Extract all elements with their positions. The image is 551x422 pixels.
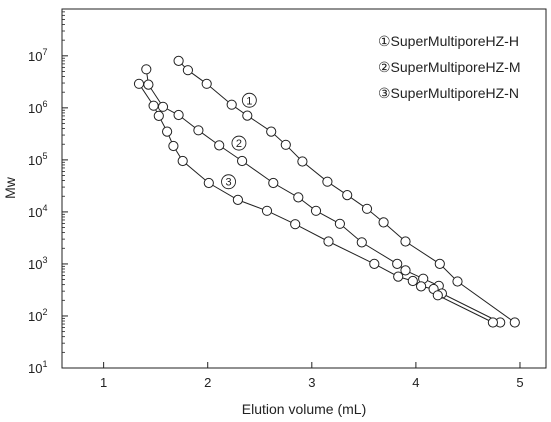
data-point [268, 177, 279, 189]
y-tick-label: 102 [28, 307, 47, 324]
y-tick-label: 103 [28, 255, 47, 272]
data-point [226, 99, 237, 110]
y-tick-label: 106 [28, 99, 47, 116]
data-point [266, 126, 277, 137]
legend-entry-2: ②SuperMultiporeHZ-M [378, 59, 520, 75]
legend-entry-3: ③SuperMultiporeHZ-N [378, 85, 519, 101]
x-tick-label: 3 [308, 375, 315, 390]
series-line-1 [178, 60, 516, 323]
data-point [290, 219, 301, 230]
data-point [201, 78, 212, 89]
legend: ①SuperMultiporeHZ-H ②SuperMultiporeHZ-M ③S… [378, 33, 520, 101]
data-point [133, 78, 145, 89]
data-point [214, 140, 225, 151]
data-point [334, 218, 345, 229]
data-point [242, 110, 253, 121]
x-tick-label: 2 [204, 375, 211, 390]
x-axis-label: Elution volume (mL) [242, 401, 367, 417]
data-point [232, 194, 243, 205]
y-axis-label: Mw [2, 176, 18, 199]
data-point [416, 281, 427, 292]
data-point [203, 177, 214, 189]
data-point [432, 290, 443, 301]
y-tick-label: 105 [28, 151, 47, 168]
y-axis: 101 102 103 104 105 106 107 [28, 11, 68, 376]
data-point [322, 176, 333, 187]
series-marker-label: 3 [225, 177, 231, 189]
x-tick-label: 1 [100, 375, 107, 390]
data-point [182, 65, 193, 76]
data-point [342, 190, 353, 201]
series-marker-2 [231, 135, 247, 151]
series-layer: 1 2 3 [133, 55, 520, 328]
data-point [452, 276, 463, 287]
data-point [369, 258, 380, 269]
series-marker-3 [221, 174, 236, 190]
data-point [310, 205, 322, 216]
data-point [323, 236, 334, 247]
data-point [356, 237, 367, 248]
data-point [400, 265, 411, 276]
data-point [400, 236, 411, 247]
y-tick-label: 107 [28, 47, 47, 64]
series-line-2 [145, 69, 501, 323]
data-point [392, 258, 403, 269]
data-point [193, 125, 204, 136]
data-point [157, 101, 169, 112]
legend-entry-1: ①SuperMultiporeHZ-H [378, 33, 519, 49]
x-axis: 1 2 3 4 5 [100, 362, 524, 390]
data-point [168, 140, 179, 152]
x-tick-label: 4 [412, 375, 419, 390]
series-marker-label: 1 [246, 95, 252, 107]
y-tick-label: 101 [28, 359, 47, 376]
plot-frame [61, 8, 547, 369]
data-point [261, 205, 273, 216]
data-point [237, 155, 248, 167]
data-point [162, 126, 173, 137]
data-point [177, 155, 188, 167]
data-point [141, 64, 152, 75]
data-point [173, 55, 184, 67]
data-point [434, 258, 445, 269]
data-point [487, 317, 498, 328]
y-tick-label: 104 [28, 203, 47, 220]
data-point [509, 317, 520, 328]
data-point [293, 192, 304, 203]
data-point [153, 110, 164, 122]
data-point [173, 109, 184, 121]
data-point [148, 100, 159, 111]
data-point [280, 139, 291, 150]
data-point [143, 79, 154, 90]
data-point [378, 217, 389, 228]
series-marker-label: 2 [236, 138, 242, 150]
series-marker-1 [241, 92, 257, 108]
data-point [361, 203, 373, 214]
data-point [297, 156, 308, 167]
data-point [407, 275, 418, 287]
x-tick-label: 5 [516, 375, 523, 390]
data-point [393, 271, 404, 282]
